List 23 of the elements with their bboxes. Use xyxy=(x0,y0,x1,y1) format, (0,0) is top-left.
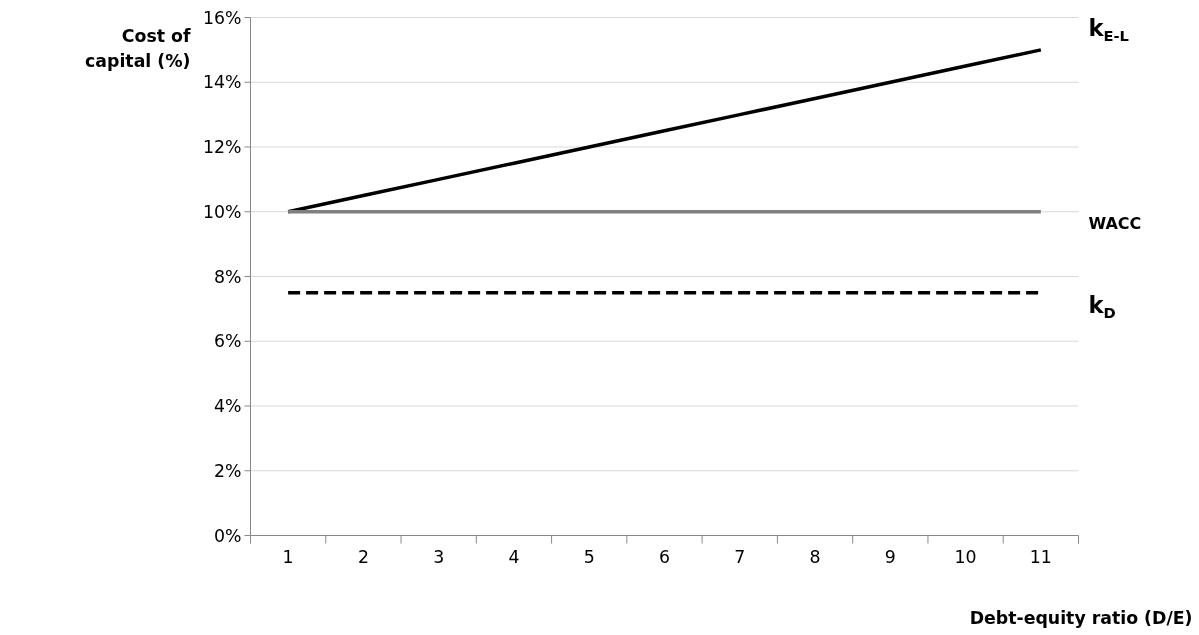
y-tick-label: 10% xyxy=(202,201,242,222)
x-tick-label: 2 xyxy=(357,546,369,567)
x-tick-label: 10 xyxy=(954,546,977,567)
x-tick-label: 8 xyxy=(809,546,821,567)
y-tick-label: 0% xyxy=(214,525,242,546)
x-tick-label: 6 xyxy=(658,546,671,567)
x-axis-title: Debt-equity ratio (D/E) xyxy=(969,607,1193,628)
y-tick-label: 8% xyxy=(214,266,242,287)
y-tick-label: 16% xyxy=(202,7,242,28)
text: WACC xyxy=(1088,214,1142,234)
y-tick-label: 14% xyxy=(202,72,242,93)
x-tick-label: 4 xyxy=(508,546,520,567)
x-tick-label: 11 xyxy=(1029,546,1052,567)
x-tick-label: 5 xyxy=(583,546,595,567)
y-tick-label: 12% xyxy=(202,137,242,157)
x-tick-label: 1 xyxy=(282,546,294,567)
x-tick-label: 9 xyxy=(884,546,896,567)
x-tick-label: 3 xyxy=(433,546,445,567)
x-tick-label: 7 xyxy=(734,546,746,567)
y-tick-label: 6% xyxy=(214,331,242,352)
y-tick-label: 4% xyxy=(214,396,242,416)
y-axis-title: Cost of capital (%) xyxy=(85,25,191,71)
y-tick-label: 2% xyxy=(214,460,242,481)
